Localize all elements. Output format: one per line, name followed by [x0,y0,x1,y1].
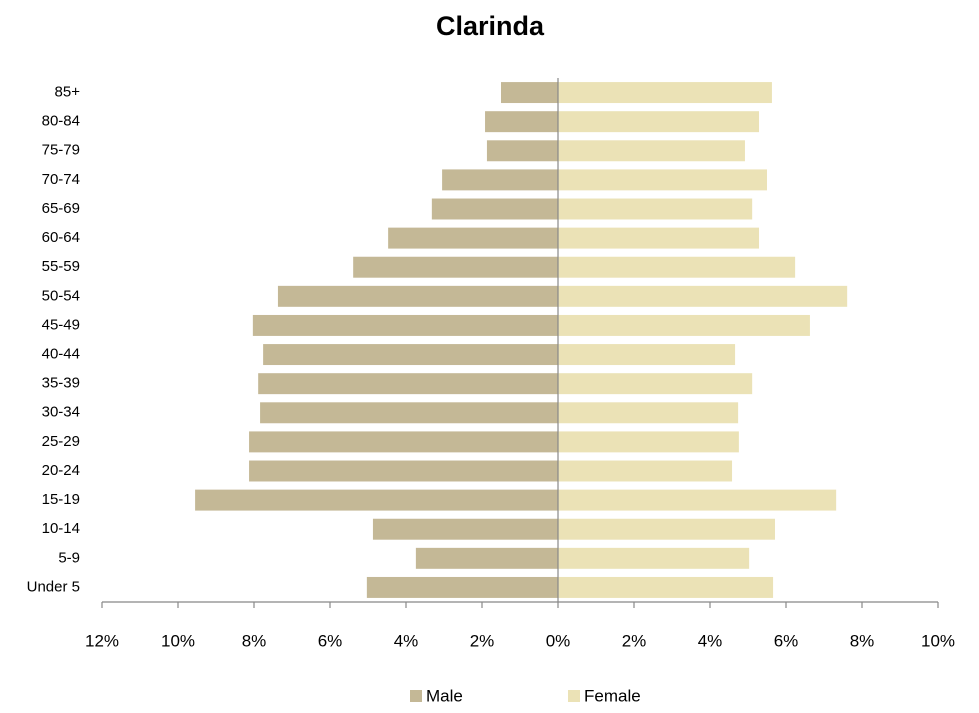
x-tick-label: 6% [318,631,343,650]
y-tick-label: Under 5 [27,578,80,595]
bar [558,227,760,249]
x-tick-label: 10% [921,631,955,650]
bar [501,82,558,104]
y-tick-label: 60-64 [42,229,80,246]
bar [486,140,558,162]
y-tick-label: 20-24 [42,462,80,479]
y-tick-label: 5-9 [58,549,80,566]
x-tick-label: 0% [546,631,571,650]
bar [558,547,750,569]
bar [277,285,558,307]
y-tick-label: 50-54 [42,287,80,304]
bar [558,140,745,162]
bar [431,198,558,220]
bar [558,344,736,366]
bar [372,518,558,540]
legend-swatch [410,690,422,702]
bar [558,489,837,511]
legend-label: Female [584,686,641,705]
y-tick-label: 45-49 [42,316,80,333]
bar [558,314,810,336]
bar [415,547,558,569]
bar [249,431,558,453]
bar [558,518,775,540]
bar [558,373,753,395]
bar [366,576,558,598]
x-tick-label: 12% [85,631,119,650]
y-tick-label: 15-19 [42,491,80,508]
y-tick-label: 70-74 [42,171,80,188]
bar [258,373,558,395]
bar [558,576,774,598]
bar [558,111,760,133]
bar [260,402,558,424]
bar [442,169,558,191]
y-tick-label: 55-59 [42,258,80,275]
x-tick-label: 2% [622,631,647,650]
legend-label: Male [426,686,463,705]
y-tick-label: 25-29 [42,433,80,450]
x-tick-label: 8% [850,631,875,650]
y-tick-label: 35-39 [42,375,80,392]
y-tick-label: 85+ [55,84,81,101]
x-tick-label: 8% [242,631,267,650]
x-tick-label: 4% [394,631,419,650]
x-tick-label: 4% [698,631,723,650]
bar [558,431,739,453]
y-tick-label: 10-14 [42,520,80,537]
bar [558,256,796,278]
bar [249,460,558,482]
bar [558,402,739,424]
bar [252,314,559,336]
x-tick-label: 2% [470,631,495,650]
y-tick-label: 80-84 [42,113,80,130]
y-tick-label: 75-79 [42,142,80,159]
bar [558,82,772,104]
x-tick-label: 10% [161,631,195,650]
chart-title: Clarinda [436,11,545,41]
bar [353,256,558,278]
x-tick-label: 6% [774,631,799,650]
bar [558,460,733,482]
bar [388,227,558,249]
bar [558,198,753,220]
y-tick-label: 40-44 [42,346,80,363]
bar [485,111,558,133]
legend-swatch [568,690,580,702]
bar [558,285,848,307]
y-tick-label: 65-69 [42,200,80,217]
bar [263,344,558,366]
y-tick-label: 30-34 [42,404,80,421]
bar [195,489,558,511]
bar [558,169,767,191]
